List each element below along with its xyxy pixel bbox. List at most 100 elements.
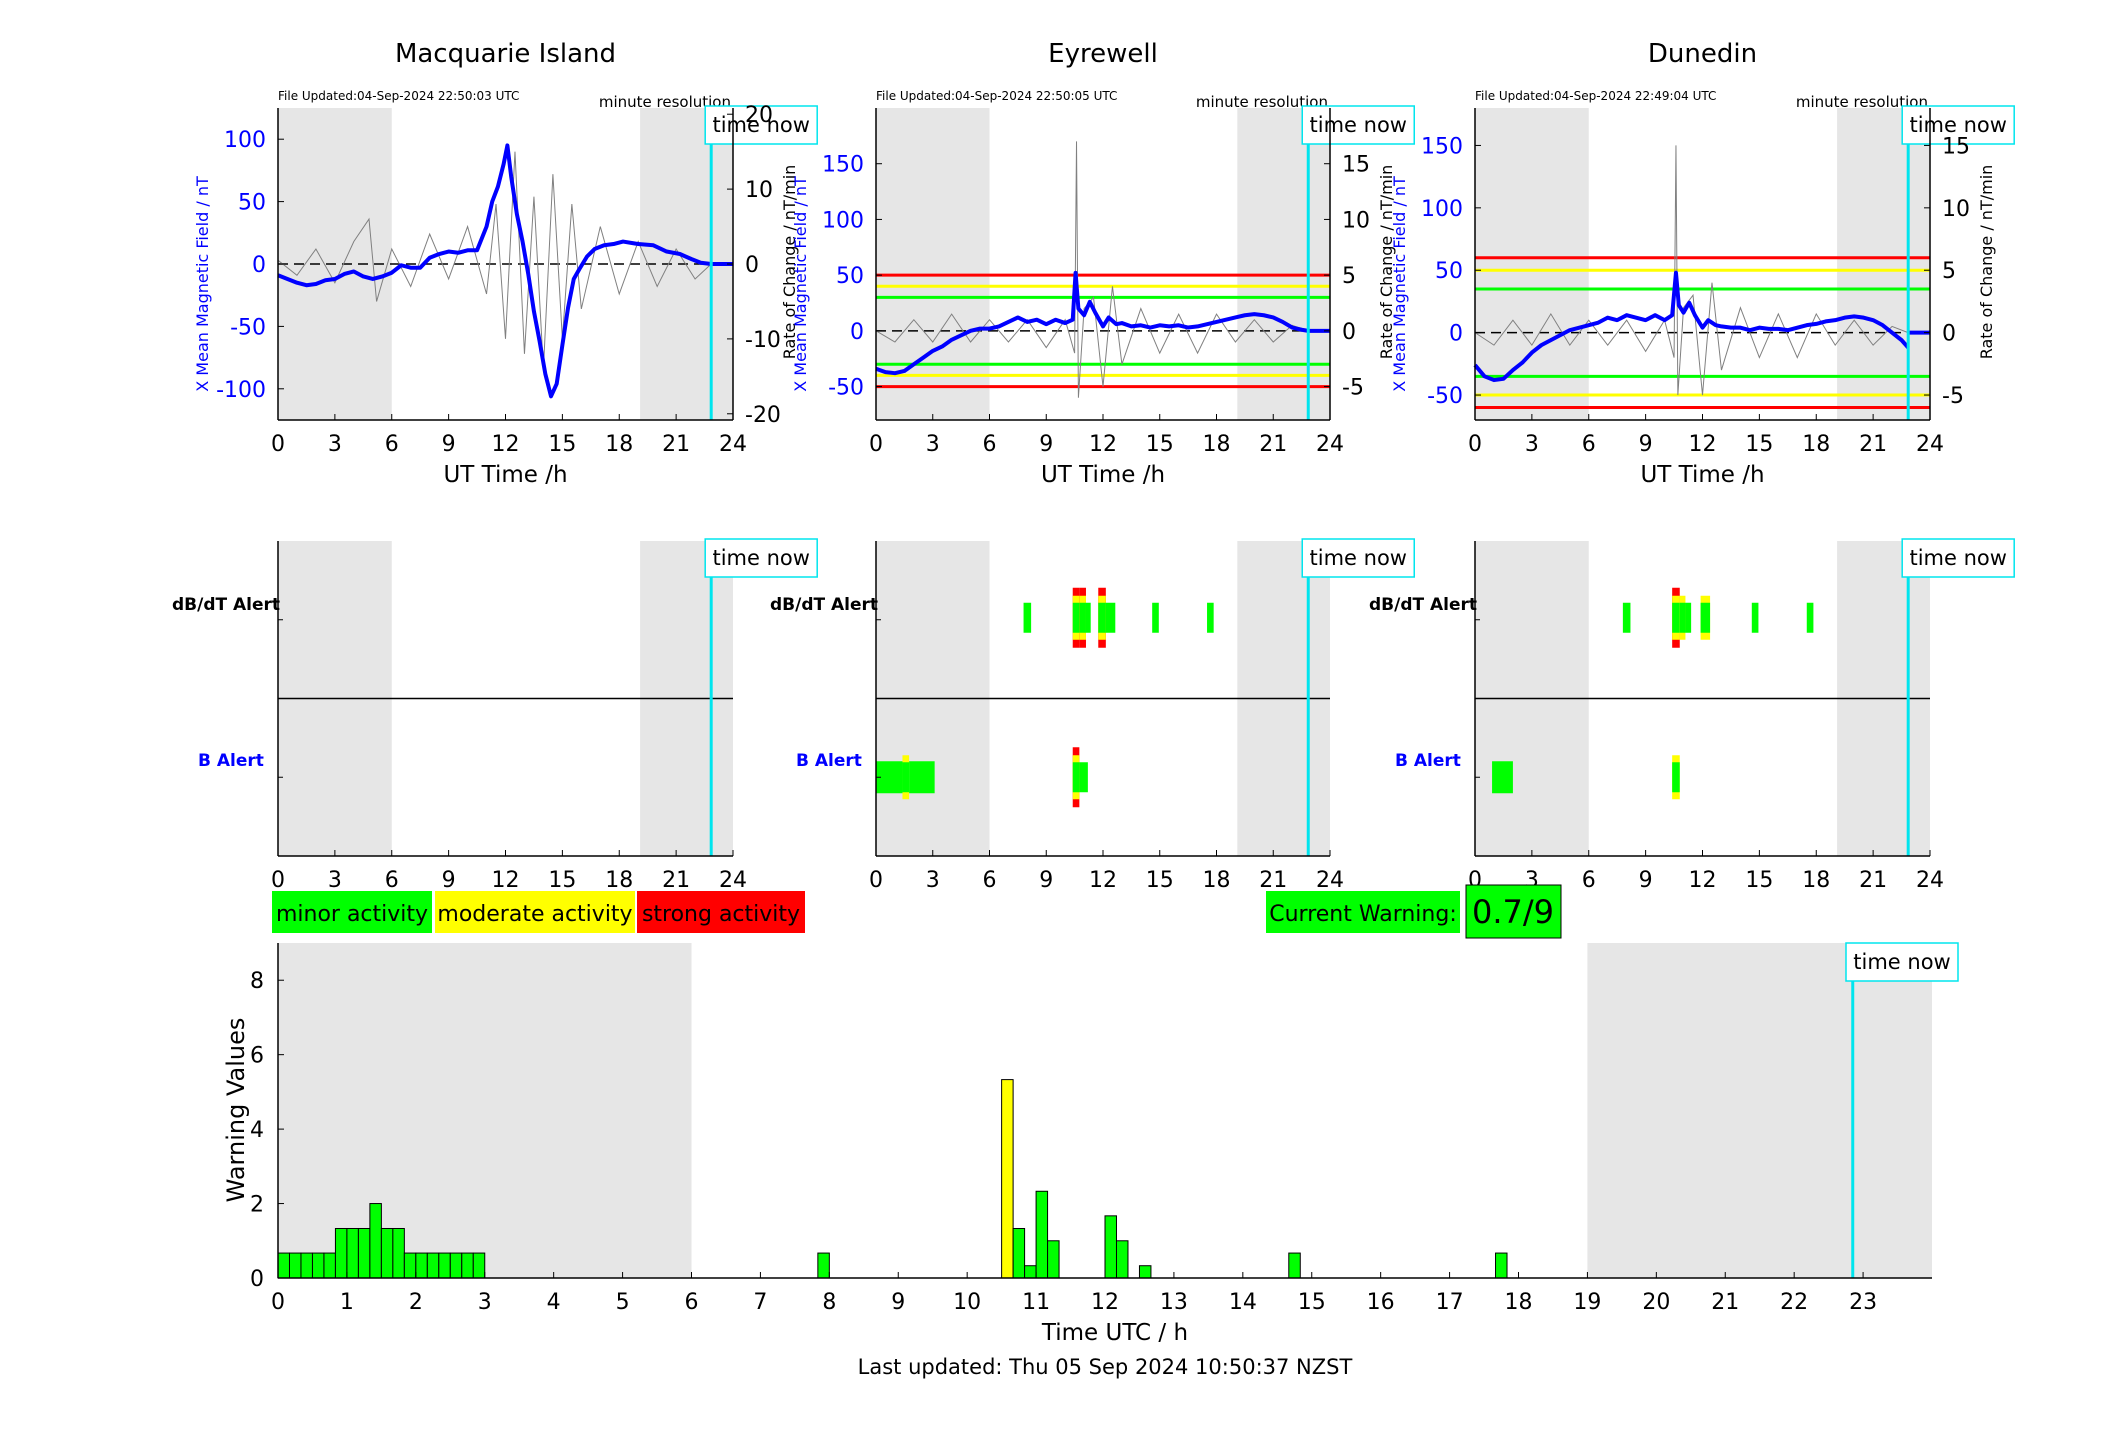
dbdt-alert-bar bbox=[1105, 602, 1116, 633]
warning-bar bbox=[288, 1252, 302, 1279]
current-warning-label-box bbox=[1266, 891, 1460, 933]
time-now-label-box bbox=[1901, 538, 2015, 578]
warning-bar bbox=[1012, 1227, 1026, 1279]
field-series-line bbox=[277, 143, 712, 399]
warning-bar bbox=[1115, 1240, 1129, 1279]
y-right-tick-label: -5 bbox=[1342, 376, 1364, 401]
y-left-tick-label: -50 bbox=[1427, 384, 1463, 409]
x-tick-label: 3 bbox=[328, 432, 342, 457]
warning-bar bbox=[300, 1252, 313, 1279]
y-left-tick-label: -50 bbox=[828, 376, 864, 401]
y-right-tick-label: 5 bbox=[1342, 264, 1356, 289]
x-axis-label: UT Time /h bbox=[1041, 462, 1165, 488]
dbdt-alert-bar bbox=[1023, 602, 1032, 633]
x-tick-label: 24 bbox=[719, 432, 747, 457]
y-tick-label: 2 bbox=[250, 1193, 264, 1218]
y-right-tick-label: -10 bbox=[745, 328, 781, 353]
b-alert-bar bbox=[1072, 762, 1080, 793]
warning-bar bbox=[392, 1227, 405, 1279]
x-tick-label: 18 bbox=[1802, 868, 1830, 893]
x-tick-label: 9 bbox=[442, 432, 456, 457]
warning-bar bbox=[449, 1252, 463, 1279]
x-tick-label: 12 bbox=[492, 432, 520, 457]
warning-bar bbox=[1024, 1265, 1037, 1279]
y-tick-label: 4 bbox=[250, 1118, 264, 1143]
warning-bar bbox=[311, 1252, 325, 1279]
night-band bbox=[1587, 943, 1932, 1278]
warning-bar bbox=[403, 1252, 417, 1279]
y-tick-label: 8 bbox=[250, 969, 264, 994]
y-right-tick-label: 15 bbox=[1942, 134, 1970, 159]
x-tick-label: 18 bbox=[605, 868, 633, 893]
x-tick-label: 3 bbox=[926, 432, 940, 457]
time-now-label-box bbox=[1301, 105, 1415, 145]
dbdt-alert-bar bbox=[1751, 602, 1759, 633]
b-alert-row-label: B Alert bbox=[198, 751, 264, 771]
legend-swatch bbox=[272, 891, 432, 933]
time-now-label: time now bbox=[712, 113, 809, 137]
x-tick-label: 24 bbox=[1316, 432, 1344, 457]
warning-bar bbox=[346, 1227, 359, 1279]
y-left-tick-label: 50 bbox=[238, 191, 266, 216]
x-tick-label: 5 bbox=[616, 1290, 630, 1315]
x-tick-label: 0 bbox=[271, 432, 285, 457]
y-left-tick-label: 100 bbox=[224, 128, 266, 153]
x-tick-label: 0 bbox=[271, 868, 285, 893]
alert-panel-0: time now dB/dT Alert B Alert 0 3 6 9 12 15 18 21 24 bbox=[172, 538, 818, 893]
file-updated-text: File Updated:04-Sep-2024 22:49:04 UTC bbox=[1475, 89, 1716, 103]
x-tick-label: 15 bbox=[1298, 1290, 1326, 1315]
field-series-line bbox=[1473, 270, 1910, 383]
time-now-label: time now bbox=[712, 546, 809, 570]
time-now-label: time now bbox=[1909, 113, 2006, 137]
station-title: Dunedin bbox=[1648, 39, 1757, 69]
y-right-axis-label: Rate of Change / nT/min bbox=[780, 165, 799, 360]
y-left-tick-label: 100 bbox=[1421, 197, 1463, 222]
warning-bar bbox=[1001, 1079, 1014, 1279]
warning-bar bbox=[334, 1227, 348, 1279]
current-warning: Current Warning: 0.7/9 bbox=[1266, 884, 1562, 939]
time-now-label-box bbox=[1301, 538, 1415, 578]
dbdt-alert-bar bbox=[1679, 602, 1686, 633]
x-axis-label: UT Time /h bbox=[443, 462, 567, 488]
x-tick-label: 19 bbox=[1573, 1290, 1601, 1315]
warning-bar bbox=[1104, 1215, 1117, 1279]
y-left-tick-label: 0 bbox=[252, 253, 266, 278]
y-left-tick-label: 0 bbox=[850, 320, 864, 345]
x-tick-label: 6 bbox=[385, 432, 399, 457]
warning-bar bbox=[369, 1203, 382, 1279]
y-left-tick-label: 50 bbox=[1435, 259, 1463, 284]
y-right-tick-label: 15 bbox=[1342, 153, 1370, 178]
y-right-tick-label: -20 bbox=[745, 403, 781, 428]
legend-swatch bbox=[435, 891, 635, 933]
y-left-axis-label: X Mean Magnetic Field / nT bbox=[193, 176, 212, 392]
y-left-tick-label: 0 bbox=[1449, 322, 1463, 347]
x-tick-label: 12 bbox=[1089, 868, 1117, 893]
dbdt-alert-bar bbox=[1098, 602, 1106, 633]
x-tick-label: 9 bbox=[1039, 868, 1053, 893]
dbdt-alert-bar bbox=[1806, 602, 1814, 633]
field-plot-0: Macquarie Island File Updated:04-Sep-2024… bbox=[193, 39, 818, 488]
dbdt-alert-bar bbox=[1085, 602, 1091, 633]
x-tick-label: 21 bbox=[662, 432, 690, 457]
x-tick-label: 6 bbox=[1582, 432, 1596, 457]
x-tick-label: 18 bbox=[1203, 868, 1231, 893]
night-band bbox=[278, 943, 692, 1278]
warning-bar bbox=[817, 1252, 830, 1279]
current-warning-value-box bbox=[1465, 884, 1562, 939]
y-right-tick-label: 10 bbox=[1342, 208, 1370, 233]
x-tick-label: 7 bbox=[753, 1290, 767, 1315]
y-right-tick-label: 0 bbox=[1342, 320, 1356, 345]
b-alert-bar bbox=[1672, 762, 1680, 793]
resolution-text: minute resolution bbox=[1796, 93, 1928, 111]
station-title: Eyrewell bbox=[1048, 39, 1158, 69]
y-left-tick-label: 50 bbox=[836, 264, 864, 289]
x-tick-label: 14 bbox=[1229, 1290, 1257, 1315]
x-tick-label: 12 bbox=[1091, 1290, 1119, 1315]
resolution-text: minute resolution bbox=[1196, 93, 1328, 111]
warning-bar bbox=[1035, 1190, 1049, 1279]
y-left-tick-label: 150 bbox=[822, 153, 864, 178]
warning-bar bbox=[1288, 1252, 1301, 1279]
resolution-text: minute resolution bbox=[599, 93, 731, 111]
x-tick-label: 21 bbox=[1259, 868, 1287, 893]
